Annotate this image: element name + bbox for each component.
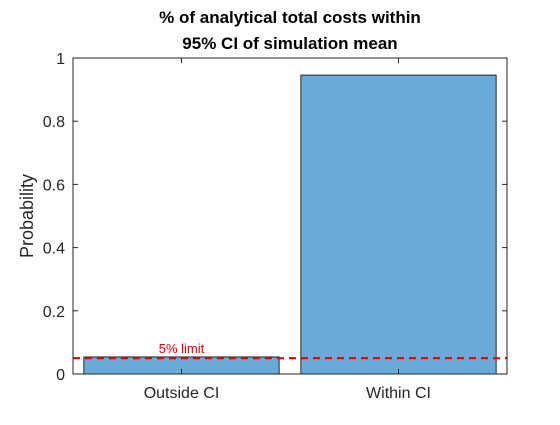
x-tick-label-within-ci: Within CI — [366, 385, 431, 402]
y-tick-label: 1 — [56, 51, 65, 68]
reference-line-label: 5% limit — [159, 341, 205, 356]
x-axis-ticks: Outside CI Within CI — [144, 58, 431, 402]
x-tick-label-outside-ci: Outside CI — [144, 385, 220, 402]
y-tick-label: 0.8 — [43, 114, 65, 131]
y-tick-label: 0.6 — [43, 177, 65, 194]
bars — [83, 74, 497, 375]
y-tick-label: 0.2 — [43, 304, 65, 321]
y-axis-label: Probability — [17, 174, 37, 258]
y-tick-label: 0 — [56, 367, 65, 384]
chart-title-line-2: 95% CI of simulation mean — [182, 34, 397, 53]
axes-box — [72, 57, 508, 375]
y-axis-ticks: 0 0.2 0.4 0.6 0.8 1 — [43, 51, 507, 384]
chart-title-line-1: % of analytical total costs within — [159, 8, 421, 27]
reference-line-group: 5% limit — [73, 341, 507, 360]
axes — [72, 57, 508, 375]
y-tick-label: 0.4 — [43, 241, 65, 258]
chart-title: % of analytical total costs within 95% C… — [159, 8, 421, 53]
bar-within-ci — [300, 74, 497, 375]
